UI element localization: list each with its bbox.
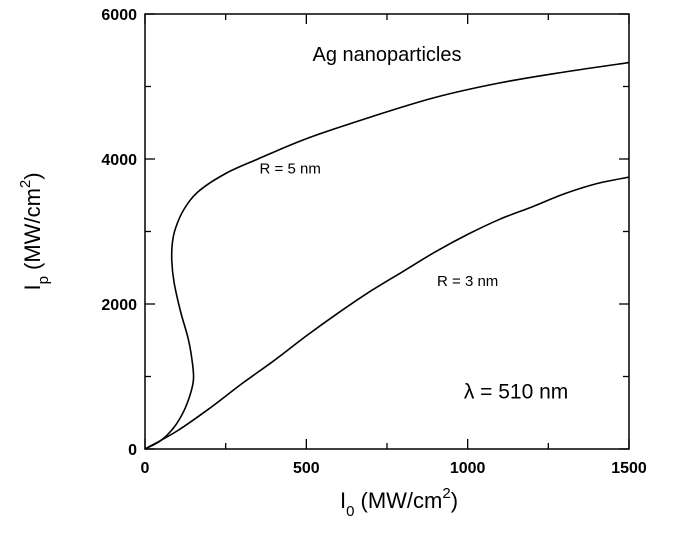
y-tick-label: 4000 bbox=[101, 152, 137, 169]
x-tick-label: 500 bbox=[293, 460, 320, 477]
annotation-r5: R = 5 nm bbox=[260, 161, 321, 178]
x-axis-label: I0 (MW/cm2) bbox=[340, 485, 458, 520]
y-tick-label: 6000 bbox=[101, 7, 137, 24]
y-axis-label: Ip (MW/cm2) bbox=[17, 172, 52, 290]
annotation-wavelength: λ = 510 nm bbox=[464, 380, 568, 403]
y-tick-label: 0 bbox=[128, 442, 137, 459]
x-tick-label: 1500 bbox=[611, 460, 647, 477]
annotations: Ag nanoparticles R = 5 nm R = 3 nm λ = 510 … bbox=[260, 44, 569, 403]
series-line-r3 bbox=[145, 177, 629, 449]
y-tick-label: 2000 bbox=[101, 297, 137, 314]
x-tick-label: 1000 bbox=[450, 460, 486, 477]
axis-tick-labels: 0 500 1000 1500 0 2000 4000 6000 bbox=[101, 7, 646, 477]
annotation-r3: R = 3 nm bbox=[437, 273, 498, 290]
x-tick-label: 0 bbox=[141, 460, 150, 477]
annotation-title: Ag nanoparticles bbox=[313, 44, 462, 66]
